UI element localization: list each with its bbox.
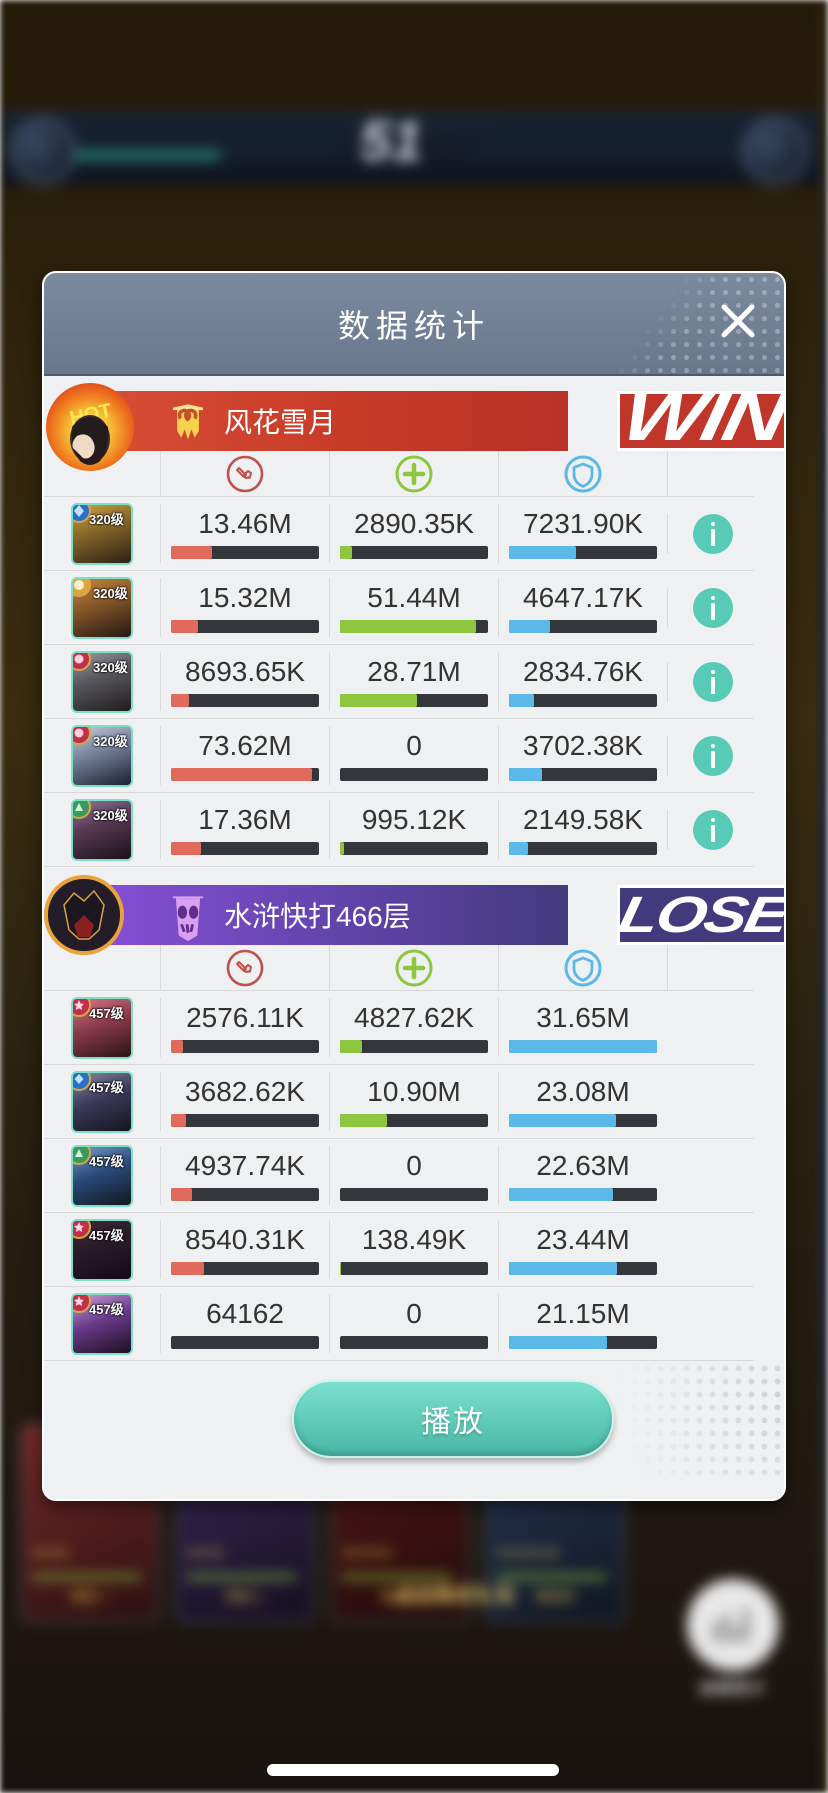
svg-text:WIN: WIN [620,391,786,451]
svg-text:LOSE: LOSE [620,886,786,943]
